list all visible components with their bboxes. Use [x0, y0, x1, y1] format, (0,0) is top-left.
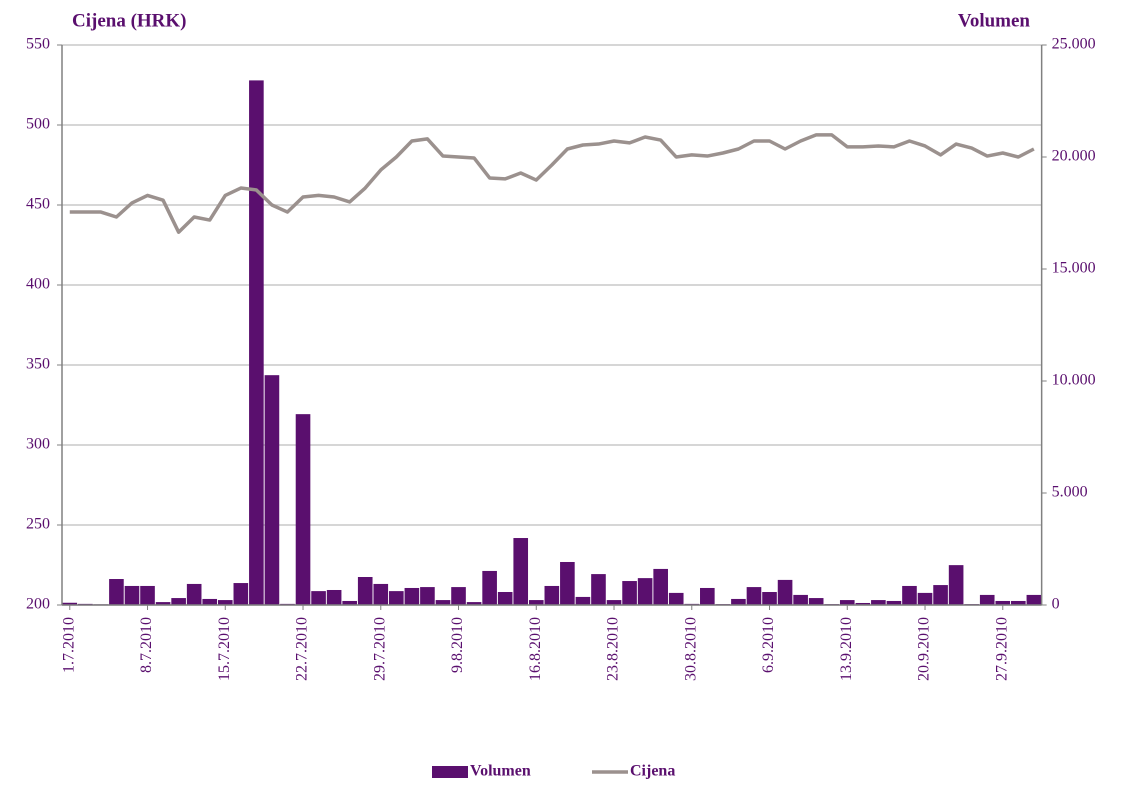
- x-tick-label: 22.7.2010: [294, 617, 311, 681]
- bar: [933, 585, 948, 605]
- y-tick-label: 500: [26, 116, 50, 133]
- bar: [762, 592, 777, 605]
- bar: [451, 587, 466, 605]
- bar: [606, 600, 622, 605]
- bar: [637, 578, 653, 605]
- bar: [140, 585, 155, 605]
- bar: [404, 587, 420, 605]
- bar: [902, 585, 917, 605]
- bar: [839, 600, 855, 605]
- bar: [1026, 594, 1042, 605]
- bar: [808, 598, 824, 605]
- y2-tick-label: 10.000: [1052, 372, 1096, 389]
- bar: [886, 600, 902, 605]
- y-axis-title: Cijena (HRK): [72, 10, 187, 31]
- x-tick-label: 13.9.2010: [838, 617, 855, 681]
- x-tick-label: 27.9.2010: [993, 617, 1010, 681]
- bar: [264, 375, 280, 605]
- bar: [466, 602, 482, 605]
- x-tick-label: 6.9.2010: [760, 617, 777, 673]
- bar: [948, 565, 964, 605]
- bar: [389, 591, 404, 605]
- y2-axis-title: Volumen: [958, 10, 1031, 31]
- y-tick-label: 400: [26, 276, 50, 293]
- y-tick-label: 550: [26, 36, 50, 53]
- bar: [357, 577, 373, 605]
- legend-label: Volumen: [470, 763, 531, 780]
- x-tick-label: 30.8.2010: [682, 617, 699, 681]
- bar: [544, 585, 560, 605]
- x-tick-label: 15.7.2010: [216, 617, 233, 681]
- bar: [109, 579, 124, 605]
- bar: [855, 602, 871, 605]
- bar: [513, 538, 529, 605]
- bar: [731, 598, 746, 605]
- bar: [202, 598, 218, 605]
- bar: [217, 600, 233, 605]
- bar: [793, 594, 808, 605]
- bar: [435, 600, 451, 605]
- bar: [233, 583, 249, 605]
- y2-tick-label: 15.000: [1052, 260, 1096, 277]
- bar: [62, 602, 78, 605]
- bar: [560, 561, 575, 605]
- x-tick-label: 23.8.2010: [605, 617, 622, 681]
- y-tick-label: 350: [26, 356, 50, 373]
- y-tick-label: 250: [26, 516, 50, 533]
- y2-tick-label: 25.000: [1052, 36, 1096, 53]
- bar: [995, 600, 1011, 605]
- x-tick-label: 16.8.2010: [527, 617, 544, 681]
- bar: [917, 592, 933, 605]
- y2-tick-label: 5.000: [1052, 484, 1088, 501]
- price-line: [69, 133, 1035, 234]
- y2-tick-label: 0: [1052, 596, 1060, 613]
- bar: [1011, 600, 1026, 605]
- bar: [528, 600, 544, 605]
- bar: [342, 600, 357, 605]
- bar: [622, 581, 637, 605]
- bar: [482, 570, 497, 605]
- x-tick-label: 1.7.2010: [60, 617, 77, 673]
- bar: [575, 596, 591, 605]
- legend-label: Cijena: [630, 763, 675, 780]
- x-tick-label: 8.7.2010: [138, 617, 155, 673]
- bar: [124, 585, 140, 605]
- bar: [871, 600, 886, 605]
- bar: [746, 587, 762, 605]
- bar: [777, 579, 793, 605]
- legend-swatch: [432, 766, 468, 778]
- x-tick-label: 9.8.2010: [449, 617, 466, 673]
- bar: [249, 80, 264, 606]
- bar: [186, 583, 202, 605]
- bar: [700, 587, 715, 605]
- x-tick-label: 20.9.2010: [916, 617, 933, 681]
- bar: [171, 598, 186, 605]
- y-tick-label: 300: [26, 436, 50, 453]
- y-tick-label: 450: [26, 196, 50, 213]
- x-tick-label: 29.7.2010: [371, 617, 388, 681]
- bar: [591, 574, 606, 605]
- bar: [326, 589, 342, 605]
- bar: [979, 594, 995, 605]
- bar: [311, 591, 326, 605]
- bar: [155, 602, 171, 605]
- bar: [420, 587, 435, 605]
- bar: [373, 583, 389, 605]
- bar: [497, 592, 513, 605]
- y-tick-label: 200: [26, 596, 50, 613]
- bar: [653, 568, 668, 605]
- y2-tick-label: 20.000: [1052, 148, 1096, 165]
- bar: [668, 592, 684, 605]
- bar: [295, 414, 311, 605]
